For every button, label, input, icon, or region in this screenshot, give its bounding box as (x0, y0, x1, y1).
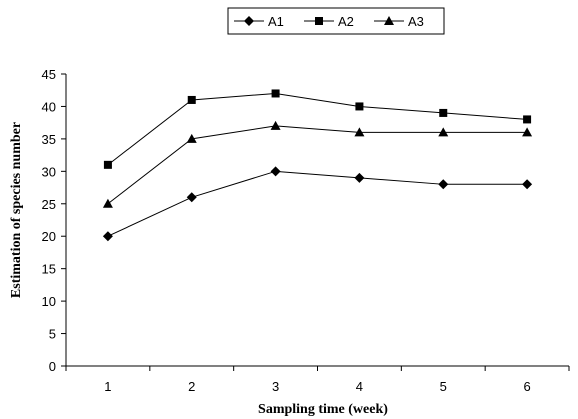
data-point-a2 (439, 108, 448, 117)
series-line-a3 (107, 125, 528, 205)
legend-label-a3: A3 (408, 14, 424, 29)
data-point-a1 (354, 172, 365, 183)
y-tick-label: 5 (49, 327, 56, 342)
x-tick-label: 3 (272, 379, 279, 394)
legend-marker-a3 (384, 16, 394, 25)
series-line-a1 (107, 170, 528, 237)
legend-marker-a2 (315, 17, 323, 25)
data-point-a1 (270, 166, 281, 177)
data-point-a1 (522, 179, 533, 190)
y-axis-title: Estimation of species number (9, 122, 24, 298)
legend-marker-a1 (244, 16, 254, 26)
data-point-a3 (102, 198, 113, 208)
y-tick-label: 30 (42, 164, 56, 179)
series-layer (102, 89, 533, 242)
data-point-a3 (186, 133, 197, 143)
data-point-a3 (522, 127, 533, 137)
data-point-a1 (186, 192, 197, 203)
legend-label-a2: A2 (338, 14, 354, 29)
data-point-a3 (354, 127, 365, 137)
data-point-a2 (271, 89, 280, 98)
data-point-a2 (187, 95, 196, 104)
x-tick-label: 2 (188, 379, 195, 394)
y-tick-label: 15 (42, 262, 56, 277)
data-point-a3 (438, 127, 449, 137)
data-point-a1 (438, 179, 449, 190)
y-tick-label: 25 (42, 197, 56, 212)
data-point-a3 (270, 120, 281, 130)
x-axis-title: Sampling time (week) (258, 402, 388, 417)
series-a3 (102, 120, 533, 208)
series-a1 (102, 166, 533, 242)
y-tick-label: 45 (42, 67, 56, 82)
series-line-a2 (107, 92, 528, 166)
legend-label-a1: A1 (268, 14, 284, 29)
y-tick-label: 40 (42, 99, 56, 114)
data-point-a2 (103, 160, 112, 169)
legend: A1 A2 A3 (227, 7, 445, 35)
y-tick-label: 20 (42, 229, 56, 244)
data-point-a2 (523, 115, 532, 124)
y-tick-label: 0 (49, 359, 56, 374)
x-tick-label: 5 (440, 379, 447, 394)
data-point-a2 (355, 102, 364, 111)
y-tick-label: 10 (42, 294, 56, 309)
x-tick-label: 6 (523, 379, 530, 394)
y-tick-label: 35 (42, 132, 56, 147)
x-tick-label: 4 (356, 379, 363, 394)
x-tick-label: 1 (104, 379, 111, 394)
data-point-a1 (102, 231, 113, 242)
series-a2 (103, 89, 532, 169)
